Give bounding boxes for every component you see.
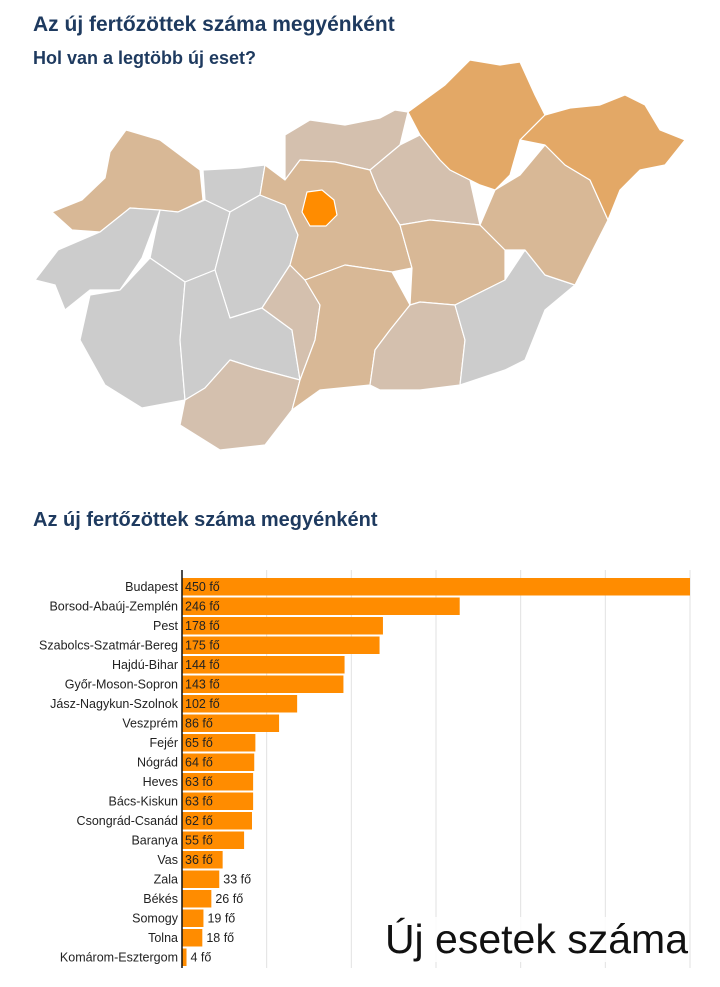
county-bekes	[454, 249, 576, 386]
chart-annotation: Új esetek száma	[384, 916, 688, 963]
value-label: 36 fő	[185, 853, 213, 867]
value-label: 102 fő	[185, 697, 220, 711]
value-label: 86 fő	[185, 717, 213, 731]
category-label: Borsod-Abaúj-Zemplén	[49, 600, 178, 614]
county-budapest	[301, 189, 338, 227]
bar-row: Baranya 55 fő	[131, 831, 245, 849]
category-label: Budapest	[125, 580, 178, 594]
county-csongrad-csanad	[369, 301, 466, 391]
category-label: Hajdú-Bihar	[112, 658, 178, 672]
bar-row: Fejér 65 fő	[150, 734, 256, 752]
bar-row: Szabolcs-Szatmár-Bereg 175 fő	[39, 636, 380, 654]
bar	[182, 597, 460, 615]
value-label: 144 fő	[185, 658, 220, 672]
bar-row: Tolna 18 fő	[148, 929, 234, 947]
category-label: Fejér	[150, 736, 178, 750]
bar	[182, 656, 345, 674]
value-label: 246 fő	[185, 600, 220, 614]
bar	[182, 870, 220, 888]
category-label: Győr-Moson-Sopron	[65, 678, 178, 692]
bar	[182, 675, 344, 693]
bar	[182, 773, 254, 791]
bar	[182, 734, 256, 752]
category-label: Heves	[143, 775, 178, 789]
bar-chart-title: Az új fertőzöttek száma megyénként	[33, 509, 378, 531]
category-label: Veszprém	[122, 717, 178, 731]
value-label: 65 fő	[185, 736, 213, 750]
bar	[182, 812, 252, 830]
value-label: 33 fő	[223, 873, 251, 887]
category-label: Zala	[154, 873, 178, 887]
value-label: 62 fő	[185, 814, 213, 828]
county-zala	[79, 257, 186, 409]
bar	[182, 578, 690, 596]
bar	[182, 929, 203, 947]
county-pest	[259, 159, 413, 281]
bar-row: Békés 26 fő	[143, 890, 243, 908]
map-subtitle: Hol van a legtöbb új eset?	[33, 48, 257, 68]
value-label: 26 fő	[215, 892, 243, 906]
category-label: Tolna	[148, 931, 178, 945]
county-vas	[34, 207, 161, 311]
category-label: Szabolcs-Szatmár-Bereg	[39, 639, 178, 653]
county-szabolcs-szatmar-bereg	[519, 94, 686, 221]
bar-row: Csongrád-Csanád 62 fő	[77, 812, 252, 830]
bar-row: Hajdú-Bihar 144 fő	[112, 656, 345, 674]
hungary-county-map	[34, 59, 686, 451]
category-label: Pest	[153, 619, 179, 633]
bar-row: Jász-Nagykun-Szolnok 102 fő	[50, 695, 298, 713]
bar-row: Vas 36 fő	[157, 851, 223, 869]
value-label: 175 fő	[185, 639, 220, 653]
bar-row: Veszprém 86 fő	[122, 714, 280, 732]
value-label: 63 fő	[185, 775, 213, 789]
category-label: Baranya	[131, 834, 178, 848]
category-label: Jász-Nagykun-Szolnok	[50, 697, 179, 711]
category-label: Békés	[143, 892, 178, 906]
bar-row: Győr-Moson-Sopron 143 fő	[65, 675, 344, 693]
bar	[182, 948, 187, 966]
category-label: Vas	[157, 853, 178, 867]
bar-row: Zala 33 fő	[154, 870, 251, 888]
county-borsod-abauj-zemplen	[407, 59, 546, 191]
category-label: Komárom-Esztergom	[60, 951, 178, 965]
value-label: 63 fő	[185, 795, 213, 809]
value-label: 19 fő	[207, 912, 235, 926]
bar	[182, 714, 280, 732]
bar	[182, 636, 380, 654]
bar	[182, 909, 204, 927]
value-label: 143 fő	[185, 678, 220, 692]
bar-row: Pest 178 fő	[153, 617, 383, 635]
bar	[182, 851, 223, 869]
bar	[182, 695, 298, 713]
bar-row: Budapest 450 fő	[125, 578, 690, 596]
category-label: Csongrád-Csanád	[77, 814, 178, 828]
value-label: 64 fő	[185, 756, 213, 770]
map-title: Az új fertőzöttek száma megyénként	[33, 13, 395, 36]
bar-row: Komárom-Esztergom 4 fő	[60, 948, 212, 966]
bar	[182, 831, 245, 849]
bar-row: Borsod-Abaúj-Zemplén 246 fő	[49, 597, 460, 615]
bar	[182, 617, 383, 635]
category-label: Bács-Kiskun	[109, 795, 179, 809]
value-label: 55 fő	[185, 834, 213, 848]
bar	[182, 792, 254, 810]
value-label: 450 fő	[185, 580, 220, 594]
value-label: 4 fő	[191, 951, 212, 965]
category-label: Somogy	[132, 912, 179, 926]
bar	[182, 753, 255, 771]
value-label: 178 fő	[185, 619, 220, 633]
category-label: Nógrád	[137, 756, 178, 770]
bar	[182, 890, 212, 908]
bar-row: Heves 63 fő	[143, 773, 254, 791]
bar-row: Somogy 19 fő	[132, 909, 235, 927]
value-label: 18 fő	[206, 931, 234, 945]
bar-chart: Budapest 450 fő Borsod-Abaúj-Zemplén 246 fő…	[39, 570, 691, 968]
bar-row: Nógrád 64 fő	[137, 753, 255, 771]
bar-row: Bács-Kiskun 63 fő	[109, 792, 254, 810]
